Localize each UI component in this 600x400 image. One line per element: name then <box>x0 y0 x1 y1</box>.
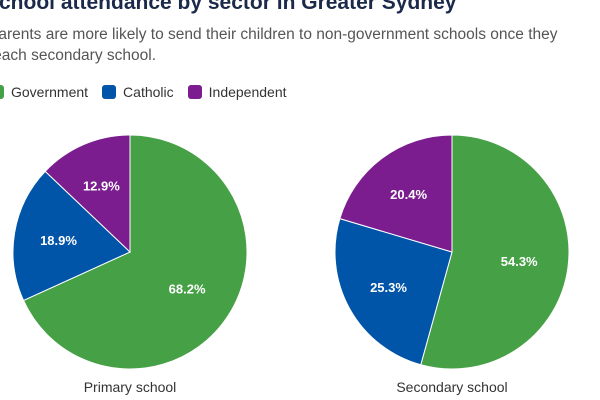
legend-item-catholic[interactable]: Catholic <box>102 84 174 100</box>
slice-secondary-school-government[interactable] <box>420 134 570 370</box>
legend-label-catholic: Catholic <box>123 84 174 100</box>
slice-secondary-school-catholic[interactable] <box>334 218 453 366</box>
slice-secondary-school-independent[interactable] <box>339 134 453 253</box>
slice-label-primary-school-catholic: 18.9% <box>40 233 77 248</box>
slice-label-primary-school-government: 68.2% <box>169 282 206 297</box>
pie-caption-secondary-school: Secondary school <box>396 379 507 395</box>
chart-subtitle: Parents are more likely to send their ch… <box>0 26 558 64</box>
slice-label-secondary-school-catholic: 25.3% <box>370 280 407 295</box>
chart-title: School attendance by sector in Greater S… <box>0 0 457 14</box>
pie-primary-school: 68.2% 18.9% 12.9% Primary school <box>12 134 248 395</box>
slice-primary-school-government[interactable] <box>22 134 248 370</box>
slice-primary-school-independent[interactable] <box>44 134 131 254</box>
legend: Government Catholic Independent <box>0 82 301 102</box>
slice-label-secondary-school-independent: 20.4% <box>390 187 427 202</box>
pie-caption-primary-school: Primary school <box>84 379 177 395</box>
legend-item-independent[interactable]: Independent <box>187 84 287 100</box>
pie-secondary-school: 54.3% 25.3% 20.4% Secondary school <box>334 134 570 395</box>
legend-swatch-catholic <box>102 85 117 99</box>
legend-swatch-government <box>0 85 4 99</box>
slice-label-primary-school-independent: 12.9% <box>83 178 120 193</box>
slice-label-secondary-school-government: 54.3% <box>501 254 538 269</box>
legend-swatch-independent <box>187 85 202 99</box>
legend-item-government[interactable]: Government <box>0 84 88 100</box>
legend-label-government: Government <box>11 84 89 100</box>
slice-primary-school-catholic[interactable] <box>12 170 131 302</box>
legend-label-independent: Independent <box>208 84 287 100</box>
